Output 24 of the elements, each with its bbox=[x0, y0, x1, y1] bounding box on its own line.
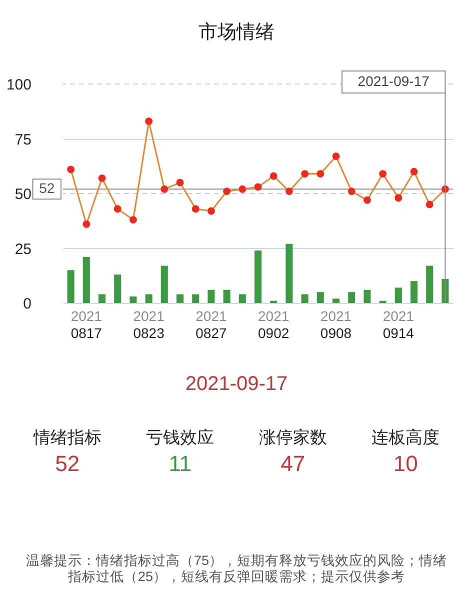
category-label: 2021 0902 bbox=[258, 308, 290, 341]
annotation: 2021-09-17 bbox=[358, 73, 430, 89]
text: 2021-09-17 bbox=[185, 373, 288, 395]
category-label: 情绪指标 bbox=[32, 428, 102, 447]
chart-title: 市场情绪 bbox=[198, 21, 274, 43]
category-label: 2021 0827 bbox=[196, 308, 227, 341]
text: 温馨提示：情绪指标过高（75），短期有释放亏钱效应的风险；情绪指标过低（25），短线有反弹回暖需求；提示仅供参考 bbox=[26, 553, 448, 584]
category-label: 2021 0908 bbox=[320, 308, 352, 341]
category-label: 2021 0914 bbox=[382, 308, 414, 341]
category-label: 亏钱效应 bbox=[146, 428, 214, 447]
ref-line-label: 52 bbox=[39, 180, 55, 196]
data-label: 11 bbox=[168, 451, 192, 476]
category-label: 连板高度 bbox=[372, 428, 440, 447]
data-label: 47 bbox=[280, 451, 306, 476]
y-tick-label: 100 bbox=[6, 76, 32, 94]
category-label: 2021 0823 bbox=[133, 308, 164, 341]
y-tick-label: 75 bbox=[14, 131, 32, 148]
data-label: 10 bbox=[393, 451, 418, 476]
y-tick-label: 25 bbox=[14, 240, 32, 258]
category-label: 涨停家数 bbox=[258, 428, 327, 447]
y-tick-label: 50 bbox=[14, 186, 32, 203]
y-tick-label: 0 bbox=[23, 296, 32, 312]
data-label: 52 bbox=[55, 451, 80, 476]
category-label: 2021 0817 bbox=[70, 308, 102, 341]
